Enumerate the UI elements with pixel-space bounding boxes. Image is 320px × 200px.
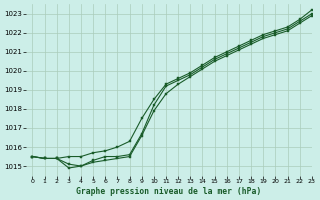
X-axis label: Graphe pression niveau de la mer (hPa): Graphe pression niveau de la mer (hPa) [76,187,262,196]
